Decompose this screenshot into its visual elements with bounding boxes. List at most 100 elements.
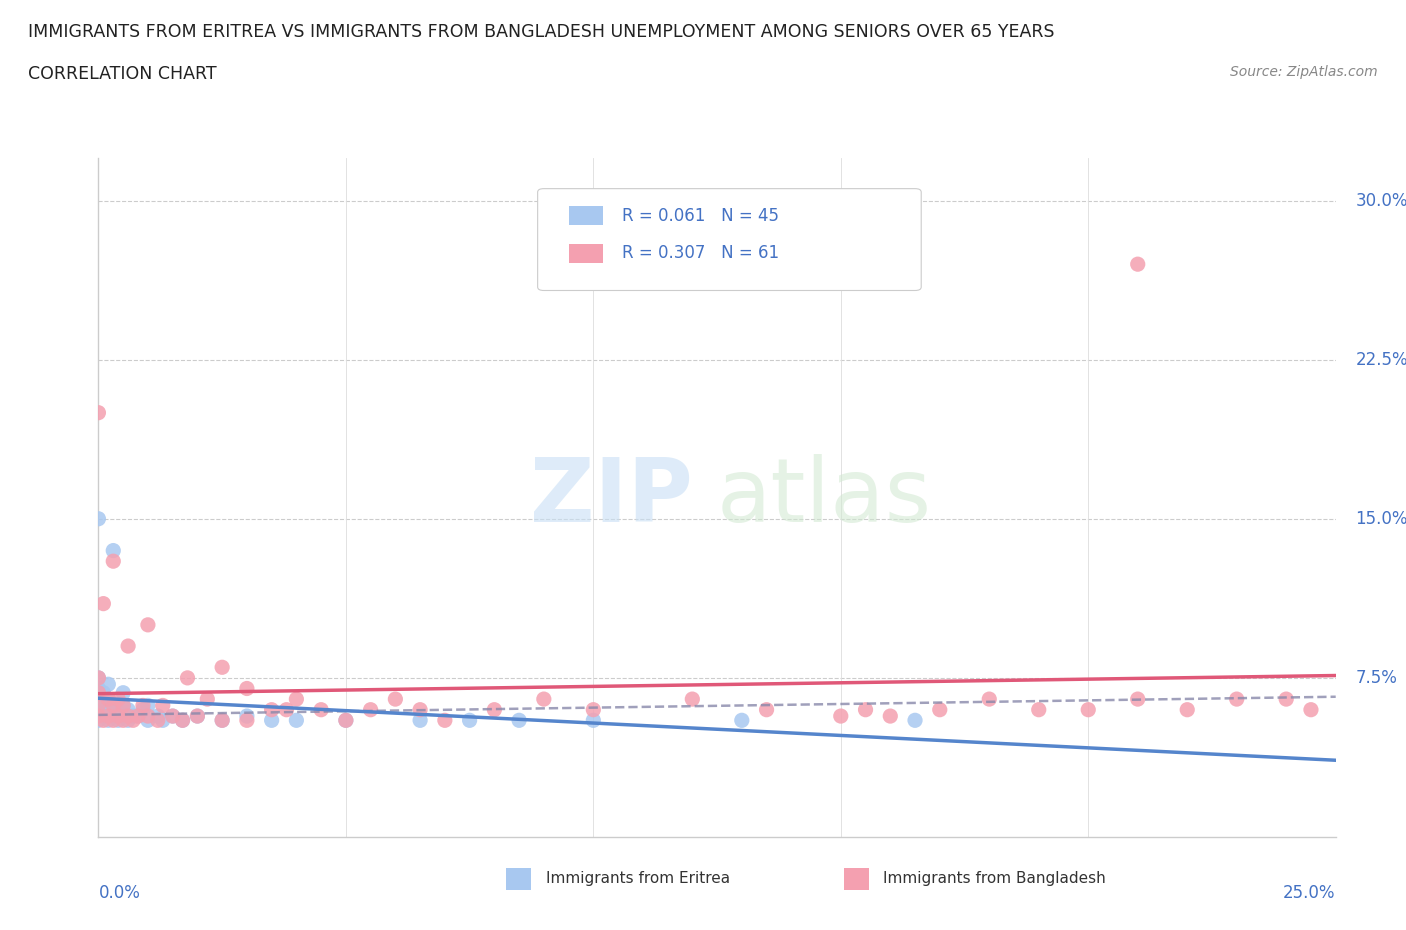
Point	[87, 671, 110, 685]
Point	[186, 709, 208, 724]
Point	[93, 709, 115, 724]
Point	[276, 702, 298, 717]
Point	[146, 709, 169, 724]
Point	[186, 709, 208, 724]
Point	[1028, 702, 1050, 717]
Point	[309, 702, 332, 717]
Point	[127, 709, 149, 724]
Point	[132, 698, 155, 713]
Point	[409, 702, 432, 717]
Point	[1226, 692, 1249, 707]
Point	[162, 709, 184, 724]
Text: Source: ZipAtlas.com: Source: ZipAtlas.com	[1230, 65, 1378, 79]
Point	[97, 713, 120, 728]
Point	[152, 713, 174, 728]
Point	[93, 698, 115, 713]
Bar	[844, 868, 869, 890]
Point	[582, 713, 605, 728]
Point	[107, 709, 129, 724]
Point	[103, 543, 125, 558]
Point	[236, 713, 259, 728]
Bar	[506, 868, 531, 890]
FancyBboxPatch shape	[537, 189, 921, 290]
Text: 15.0%: 15.0%	[1355, 510, 1406, 527]
Text: R = 0.307   N = 61: R = 0.307 N = 61	[621, 245, 779, 262]
Point	[136, 618, 159, 632]
Point	[103, 713, 125, 728]
Point	[103, 698, 125, 713]
Text: ZIP: ZIP	[530, 454, 692, 541]
Point	[136, 709, 159, 724]
Point	[103, 553, 125, 568]
Point	[117, 702, 139, 717]
Point	[260, 702, 283, 717]
Text: atlas: atlas	[717, 454, 932, 541]
Point	[879, 709, 901, 724]
Point	[433, 713, 456, 728]
Point	[1077, 702, 1099, 717]
Point	[132, 702, 155, 717]
Point	[103, 698, 125, 713]
Point	[87, 405, 110, 420]
Point	[458, 713, 481, 728]
Point	[195, 692, 218, 707]
Point	[533, 692, 555, 707]
Point	[97, 677, 120, 692]
Point	[335, 713, 357, 728]
Text: R = 0.061   N = 45: R = 0.061 N = 45	[621, 206, 779, 225]
Point	[236, 681, 259, 696]
Point	[117, 709, 139, 724]
Point	[103, 709, 125, 724]
Text: 22.5%: 22.5%	[1355, 351, 1406, 368]
Text: Immigrants from Eritrea: Immigrants from Eritrea	[546, 871, 730, 886]
Point	[136, 713, 159, 728]
Point	[162, 709, 184, 724]
Text: 30.0%: 30.0%	[1355, 192, 1406, 209]
Point	[87, 685, 110, 700]
Point	[117, 713, 139, 728]
Text: 7.5%: 7.5%	[1355, 669, 1398, 687]
Text: IMMIGRANTS FROM ERITREA VS IMMIGRANTS FROM BANGLADESH UNEMPLOYMENT AMONG SENIORS: IMMIGRANTS FROM ERITREA VS IMMIGRANTS FR…	[28, 23, 1054, 41]
Point	[1299, 702, 1322, 717]
Point	[1126, 257, 1149, 272]
Point	[127, 709, 149, 724]
Point	[1275, 692, 1298, 707]
Point	[112, 685, 135, 700]
Point	[1175, 702, 1198, 717]
Bar	[568, 244, 603, 262]
Point	[87, 713, 110, 728]
Point	[236, 709, 259, 724]
Point	[87, 696, 110, 711]
Point	[176, 671, 198, 685]
Point	[755, 702, 778, 717]
Point	[285, 713, 308, 728]
Point	[211, 660, 233, 675]
Point	[260, 713, 283, 728]
Bar	[568, 206, 603, 225]
Point	[87, 681, 110, 696]
Point	[146, 713, 169, 728]
Point	[93, 596, 115, 611]
Point	[93, 713, 115, 728]
Point	[681, 692, 703, 707]
Point	[122, 713, 145, 728]
Text: Immigrants from Bangladesh: Immigrants from Bangladesh	[883, 871, 1105, 886]
Point	[107, 713, 129, 728]
Point	[928, 702, 950, 717]
Point	[979, 692, 1001, 707]
Text: CORRELATION CHART: CORRELATION CHART	[28, 65, 217, 83]
Point	[97, 692, 120, 707]
Point	[97, 692, 120, 707]
Point	[93, 685, 115, 700]
Point	[285, 692, 308, 707]
Point	[87, 698, 110, 713]
Point	[211, 713, 233, 728]
Point	[112, 698, 135, 713]
Point	[87, 702, 110, 717]
Point	[122, 709, 145, 724]
Point	[117, 639, 139, 654]
Text: 25.0%: 25.0%	[1284, 884, 1336, 902]
Point	[409, 713, 432, 728]
Point	[112, 709, 135, 724]
Point	[582, 702, 605, 717]
